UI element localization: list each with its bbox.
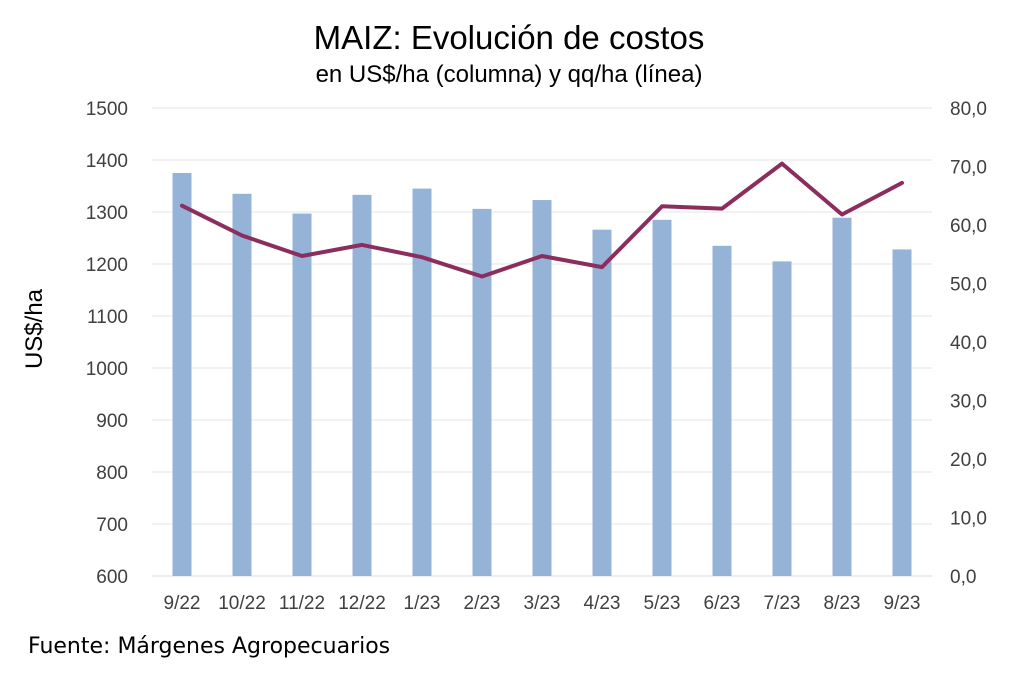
y2-tick-label: 70,0 — [950, 158, 987, 179]
y-tick-label: 1300 — [86, 203, 128, 224]
x-tick-label: 3/23 — [524, 593, 561, 614]
y2-tick-label: 50,0 — [950, 275, 987, 296]
x-tick-label: 8/23 — [824, 593, 861, 614]
bar — [832, 217, 852, 576]
y2-tick-label: 20,0 — [950, 450, 987, 471]
bar — [652, 219, 672, 577]
bar — [472, 208, 492, 576]
y-tick-label: 1400 — [86, 151, 128, 172]
x-tick-label: 2/23 — [464, 593, 501, 614]
y-axis-ticks: 600 700 800 900 1000 1100 1200 1300 1400 1500 — [86, 99, 128, 588]
y2-tick-label: 60,0 — [950, 216, 987, 237]
y-axis-label: US$/ha — [21, 288, 48, 369]
y2-tick-label: 30,0 — [950, 392, 987, 413]
y-tick-label: 1500 — [86, 99, 128, 120]
y-tick-label: 600 — [96, 567, 128, 588]
bar — [772, 261, 792, 576]
y2-axis-ticks: 0,0 10,0 20,0 30,0 40,0 50,0 60,0 70,0 80,0 — [950, 99, 987, 588]
x-tick-label: 1/23 — [404, 593, 441, 614]
x-tick-label: 12/22 — [338, 593, 386, 614]
y-tick-label: 1000 — [86, 359, 128, 380]
x-tick-label: 9/22 — [164, 593, 201, 614]
source-note: Fuente: Márgenes Agropecuarios — [28, 634, 391, 659]
bar — [592, 229, 612, 576]
line-path — [180, 161, 904, 279]
x-tick-label: 5/23 — [644, 593, 681, 614]
x-tick-label: 6/23 — [704, 593, 741, 614]
y2-tick-label: 40,0 — [950, 333, 987, 354]
bar — [172, 173, 192, 576]
line-series — [180, 161, 904, 279]
x-tick-label: 9/23 — [884, 593, 921, 614]
x-tick-label: 10/22 — [218, 593, 266, 614]
bar — [232, 193, 252, 577]
y-tick-label: 1100 — [87, 307, 128, 328]
bar — [412, 188, 432, 576]
y-tick-label: 800 — [96, 463, 128, 484]
bar — [892, 249, 912, 576]
x-axis-ticks: 9/22 10/22 11/22 12/22 1/23 2/23 3/23 4/23 5/23 6… — [164, 593, 921, 614]
x-tick-label: 11/22 — [279, 593, 325, 614]
x-tick-label: 7/23 — [764, 593, 801, 614]
y-tick-label: 1200 — [86, 255, 128, 276]
bar — [292, 213, 312, 576]
bar — [712, 245, 732, 577]
x-tick-label: 4/23 — [584, 593, 621, 614]
y2-tick-label: 80,0 — [950, 99, 987, 120]
bar-series — [172, 173, 912, 577]
bar — [352, 194, 372, 576]
y-tick-label: 900 — [96, 411, 128, 432]
y-tick-label: 700 — [96, 515, 128, 536]
chart-title: MAIZ: Evolución de costos — [314, 19, 705, 56]
y2-tick-label: 0,0 — [950, 567, 976, 588]
bar — [532, 200, 552, 577]
y2-tick-label: 10,0 — [950, 509, 987, 530]
chart-subtitle: en US$/ha (columna) y qq/ha (línea) — [316, 61, 703, 88]
